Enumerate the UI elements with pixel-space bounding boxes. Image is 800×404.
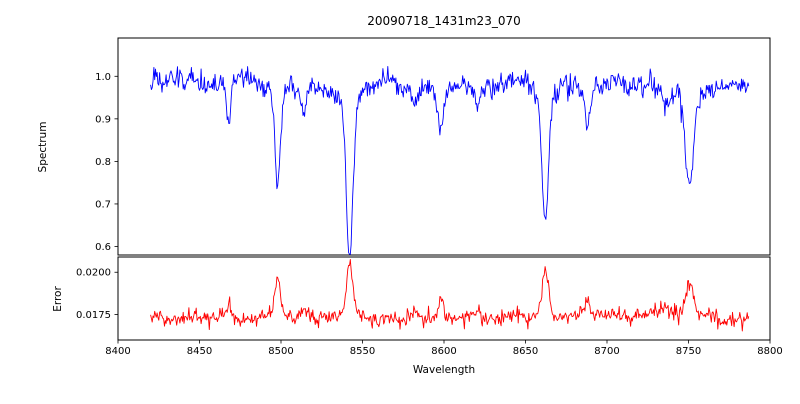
error-axis-label: Error — [52, 286, 64, 312]
x-tick-label: 8450 — [187, 346, 212, 357]
chart-title: 20090718_1431m23_070 — [367, 14, 520, 28]
x-tick-label: 8800 — [757, 346, 782, 357]
error-panel-border — [117, 256, 771, 341]
x-tick-label: 8650 — [513, 346, 538, 357]
error-y-tick-label: 0.0200 — [76, 268, 111, 279]
x-tick-label: 8600 — [431, 346, 456, 357]
spectrum-axis-label: Spectrum — [37, 122, 49, 173]
spectrum-y-tick-label: 0.7 — [95, 199, 111, 210]
x-tick-label: 8500 — [268, 346, 293, 357]
x-tick-label: 8550 — [350, 346, 375, 357]
x-tick-label: 8700 — [594, 346, 619, 357]
spectrum-y-tick-label: 0.6 — [95, 242, 111, 253]
x-axis-label: Wavelength — [413, 364, 475, 376]
spectrum-y-tick-label: 0.8 — [95, 157, 111, 168]
x-tick-label: 8400 — [105, 346, 130, 357]
error-line — [150, 259, 750, 332]
error-y-tick-label: 0.0175 — [76, 310, 111, 321]
spectrum-panel-border — [117, 37, 771, 256]
x-tick-label: 8750 — [676, 346, 701, 357]
spectrum-y-tick-label: 1.0 — [95, 72, 111, 83]
spectrum-y-tick-label: 0.9 — [95, 114, 111, 125]
spectrum-line — [150, 66, 750, 255]
